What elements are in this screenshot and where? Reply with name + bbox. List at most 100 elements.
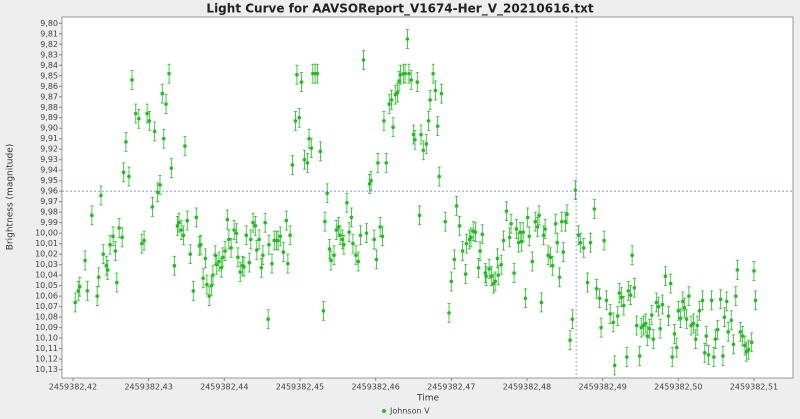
point xyxy=(744,349,749,354)
point xyxy=(266,317,270,322)
point xyxy=(211,273,215,277)
point xyxy=(169,166,174,170)
point xyxy=(724,299,729,304)
point xyxy=(563,219,568,224)
legend-label: Johnson V xyxy=(389,407,430,416)
point xyxy=(507,235,512,240)
point xyxy=(111,234,115,239)
point xyxy=(407,71,411,76)
point xyxy=(77,284,82,289)
y-tick-label: 9,86 xyxy=(40,82,58,91)
y-tick-label: 9,83 xyxy=(40,50,58,59)
point xyxy=(604,298,609,303)
point xyxy=(611,320,616,325)
point xyxy=(288,233,292,238)
point xyxy=(463,272,468,276)
point xyxy=(284,218,289,223)
point xyxy=(651,337,656,341)
point xyxy=(270,261,274,266)
point xyxy=(113,249,118,253)
point xyxy=(476,266,481,270)
point xyxy=(142,238,146,243)
point xyxy=(749,340,754,345)
point xyxy=(421,148,426,153)
point xyxy=(464,241,469,246)
point xyxy=(632,285,637,290)
point xyxy=(660,302,665,307)
y-tick-label: 10,05 xyxy=(35,281,58,290)
point xyxy=(702,351,707,355)
point xyxy=(267,242,271,247)
point xyxy=(160,91,165,96)
point xyxy=(433,88,438,93)
point xyxy=(276,238,280,243)
point xyxy=(658,326,662,331)
point xyxy=(96,275,101,280)
point xyxy=(108,242,112,247)
point xyxy=(460,249,465,253)
point xyxy=(484,274,488,279)
point xyxy=(539,300,544,305)
point xyxy=(334,228,339,232)
point xyxy=(656,304,661,309)
point xyxy=(158,183,162,187)
y-tick-label: 9,88 xyxy=(40,103,58,112)
point xyxy=(533,219,538,224)
point xyxy=(378,225,382,229)
point xyxy=(709,298,714,303)
point xyxy=(743,343,747,348)
point xyxy=(345,200,349,205)
point xyxy=(643,321,648,326)
point xyxy=(380,234,385,239)
x-tick-label: 2459382,50 xyxy=(654,383,702,392)
point xyxy=(263,220,267,225)
point xyxy=(576,233,581,238)
point xyxy=(95,294,99,298)
point xyxy=(428,98,432,102)
point xyxy=(592,207,597,211)
point xyxy=(478,249,482,253)
point xyxy=(395,90,400,95)
point xyxy=(290,163,295,167)
point xyxy=(718,297,723,302)
point xyxy=(369,178,373,183)
point xyxy=(253,224,258,228)
point xyxy=(417,213,422,218)
point xyxy=(626,289,631,293)
point xyxy=(220,255,225,260)
point xyxy=(681,299,685,304)
point xyxy=(663,274,668,279)
point xyxy=(599,325,603,330)
point xyxy=(525,215,530,220)
x-tick-label: 2459382,47 xyxy=(427,383,475,392)
point xyxy=(347,230,351,234)
x-tick-label: 2459382,44 xyxy=(200,383,248,392)
y-tick-label: 10,12 xyxy=(35,355,58,364)
point xyxy=(666,314,671,318)
point xyxy=(295,72,299,77)
point xyxy=(597,296,602,301)
point xyxy=(278,234,283,239)
y-tick-label: 10,08 xyxy=(35,313,58,322)
point xyxy=(514,227,519,231)
x-tick-label: 2459382,45 xyxy=(276,383,324,392)
point xyxy=(259,266,264,270)
point xyxy=(581,246,586,250)
point xyxy=(214,262,219,267)
point xyxy=(413,137,417,142)
point xyxy=(229,246,233,250)
point xyxy=(147,119,152,123)
y-tick-label: 9,89 xyxy=(40,113,58,122)
point xyxy=(137,116,141,121)
point xyxy=(537,213,541,218)
point xyxy=(302,157,307,162)
point xyxy=(391,125,395,129)
point xyxy=(518,230,522,234)
point xyxy=(152,129,157,134)
x-tick-label: 2459382,42 xyxy=(49,383,97,392)
point xyxy=(223,249,227,253)
point xyxy=(682,305,687,310)
point xyxy=(493,279,497,284)
point xyxy=(588,240,593,245)
point xyxy=(133,111,138,116)
